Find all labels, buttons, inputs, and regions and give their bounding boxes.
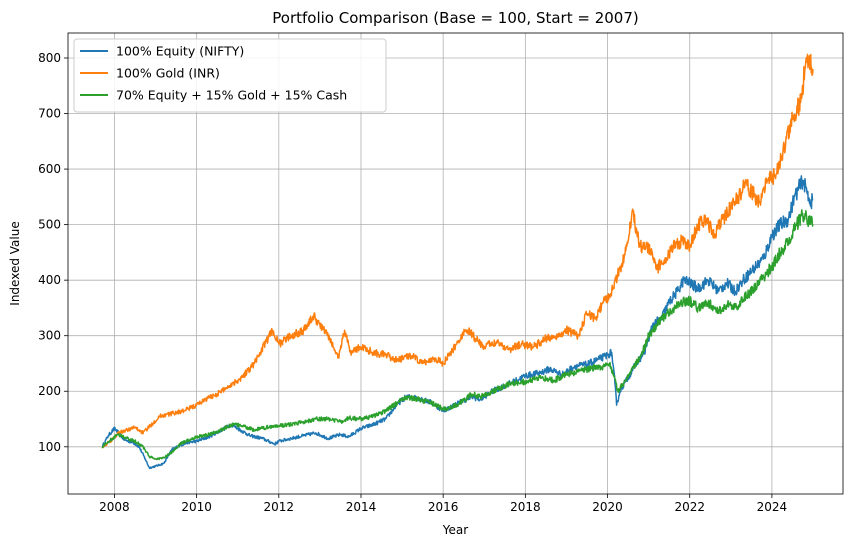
legend-label-equity: 100% Equity (NIFTY): [116, 44, 244, 59]
legend-label-gold: 100% Gold (INR): [116, 66, 220, 81]
x-tick-label-2012: 2012: [264, 500, 295, 514]
x-axis-ticks: 2008 2010 2012 2014 2016 2018 2020 2022 2024: [99, 494, 787, 514]
x-axis-label: Year: [442, 523, 468, 537]
y-axis-label: Indexed Value: [8, 221, 22, 305]
series-line-blend: [101, 209, 814, 461]
series-lines: [101, 53, 814, 470]
legend: 100% Equity (NIFTY) 100% Gold (INR) 70% …: [73, 38, 387, 113]
y-tick-label-100: 100: [38, 440, 61, 454]
plot-frame: [67, 32, 844, 495]
chart-title: Portfolio Comparison (Base = 100, Start …: [272, 9, 638, 27]
x-tick-label-2018: 2018: [510, 500, 541, 514]
y-tick-label-800: 800: [38, 51, 61, 65]
y-tick-label-500: 500: [38, 218, 61, 232]
series-line-gold: [101, 53, 814, 449]
y-axis-ticks: 100 200 300 400 500 600 700 800: [38, 51, 68, 454]
x-tick-label-2014: 2014: [346, 500, 377, 514]
x-tick-label-2010: 2010: [181, 500, 212, 514]
y-tick-label-300: 300: [38, 329, 61, 343]
x-tick-label-2024: 2024: [757, 500, 788, 514]
y-tick-label-600: 600: [38, 162, 61, 176]
y-tick-label-400: 400: [38, 273, 61, 287]
legend-box: [73, 38, 387, 113]
y-tick-label-700: 700: [38, 107, 61, 121]
x-tick-label-2016: 2016: [428, 500, 459, 514]
x-tick-label-2022: 2022: [674, 500, 705, 514]
legend-label-blend: 70% Equity + 15% Gold + 15% Cash: [116, 88, 347, 103]
grid-lines: [68, 33, 843, 494]
x-tick-label-2008: 2008: [99, 500, 130, 514]
y-tick-label-200: 200: [38, 384, 61, 398]
x-tick-label-2020: 2020: [592, 500, 623, 514]
